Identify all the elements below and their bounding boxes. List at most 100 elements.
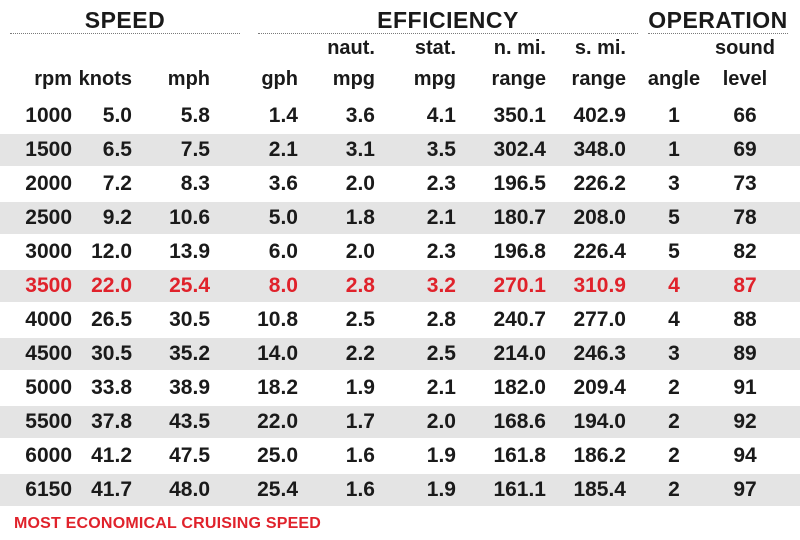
cell-nmi-range: 270.1 [493,274,546,297]
table-row: 3000 12.0 13.9 6.0 2.0 2.3 196.8 226.4 5 82 [0,236,800,268]
cell-knots: 26.5 [91,308,132,331]
cell-gph: 18.2 [257,376,298,399]
cell-knots: 22.0 [91,274,132,297]
cell-stat-mpg: 3.2 [426,274,456,297]
cell-sound: 88 [733,308,757,331]
col-header-nmi-range-line2: range [491,68,546,90]
cell-rpm: 5500 [25,410,72,433]
cell-mph: 47.5 [169,444,210,467]
cell-nmi-range: 196.8 [493,240,546,263]
cell-rpm: 6000 [25,444,72,467]
table-row: 5500 37.8 43.5 22.0 1.7 2.0 168.6 194.0 2 92 [0,406,800,438]
cell-angle: 2 [668,410,680,433]
cell-angle: 1 [668,104,680,127]
cell-mph: 35.2 [169,342,210,365]
cell-angle: 4 [668,274,680,297]
group-title-speed: SPEED [84,7,166,33]
col-header-angle-line2: angle [647,68,701,90]
cell-nmi-range: 240.7 [493,308,546,331]
cell-naut-mpg: 2.8 [345,274,375,297]
cell-nmi-range: 180.7 [493,206,546,229]
group-rule-operation [648,33,788,34]
cell-mph: 30.5 [169,308,210,331]
cell-smi-range: 226.4 [573,240,626,263]
cell-naut-mpg: 2.0 [345,172,375,195]
table-row: 1000 5.0 5.8 1.4 3.6 4.1 350.1 402.9 1 66 [0,100,800,132]
cell-gph: 25.0 [257,444,298,467]
col-header-sound-line2: level [722,68,768,90]
cell-naut-mpg: 3.1 [345,138,375,161]
cell-gph: 2.1 [268,138,298,161]
cell-gph: 1.4 [268,104,298,127]
cell-rpm: 4500 [25,342,72,365]
cell-rpm: 3500 [25,274,72,297]
cell-angle: 1 [668,138,680,161]
cell-mph: 7.5 [180,138,210,161]
cell-smi-range: 208.0 [573,206,626,229]
cell-smi-range: 185.4 [573,478,626,501]
cell-stat-mpg: 2.5 [426,342,456,365]
cell-smi-range: 226.2 [573,172,626,195]
cell-mph: 8.3 [180,172,210,195]
cell-mph: 10.6 [169,206,210,229]
table-row-highlighted: 3500 22.0 25.4 8.0 2.8 3.2 270.1 310.9 4 87 [0,270,800,302]
cell-smi-range: 310.9 [573,274,626,297]
col-header-rpm-line2: rpm [34,68,72,90]
cell-smi-range: 402.9 [573,104,626,127]
cell-knots: 33.8 [91,376,132,399]
col-header-naut-mpg-line1: naut. [327,37,375,59]
cell-knots: 41.2 [91,444,132,467]
cell-sound: 78 [733,206,757,229]
cell-mph: 38.9 [169,376,210,399]
cell-smi-range: 186.2 [573,444,626,467]
cell-gph: 14.0 [257,342,298,365]
cell-rpm: 1500 [25,138,72,161]
cell-nmi-range: 214.0 [493,342,546,365]
cell-stat-mpg: 3.5 [426,138,456,161]
cell-nmi-range: 182.0 [493,376,546,399]
cell-smi-range: 246.3 [573,342,626,365]
cell-gph: 22.0 [257,410,298,433]
group-rule-efficiency [258,33,638,34]
cell-stat-mpg: 2.3 [426,172,456,195]
col-header-stat-mpg-line1: stat. [414,37,456,59]
cell-naut-mpg: 2.2 [345,342,375,365]
performance-table: 1000 5.0 5.8 1.4 3.6 4.1 350.1 402.9 1 66 1500 6.5 7… [0,100,800,508]
cell-naut-mpg: 1.6 [345,444,375,467]
col-header-nmi-range-line1: n. mi. [493,37,546,59]
cell-stat-mpg: 1.9 [426,478,456,501]
cell-angle: 2 [668,444,680,467]
cell-gph: 6.0 [268,240,298,263]
cell-naut-mpg: 2.0 [345,240,375,263]
cell-knots: 37.8 [91,410,132,433]
cell-rpm: 1000 [25,104,72,127]
cell-naut-mpg: 1.9 [345,376,375,399]
col-header-stat-mpg-line2: mpg [413,68,456,90]
cell-gph: 8.0 [268,274,298,297]
group-title-efficiency: EFFICIENCY [377,7,519,33]
col-header-smi-range-line1: s. mi. [574,37,626,59]
cell-mph: 5.8 [180,104,210,127]
col-header-mph-line2: mph [167,68,210,90]
table-row: 6000 41.2 47.5 25.0 1.6 1.9 161.8 186.2 2 94 [0,440,800,472]
cell-naut-mpg: 2.5 [345,308,375,331]
cell-smi-range: 194.0 [573,410,626,433]
cell-angle: 2 [668,376,680,399]
cell-sound: 97 [733,478,757,501]
cell-sound: 91 [733,376,757,399]
cell-smi-range: 277.0 [573,308,626,331]
group-title-operation: OPERATION [648,7,788,33]
cell-rpm: 2500 [25,206,72,229]
table-row: 6150 41.7 48.0 25.4 1.6 1.9 161.1 185.4 2 97 [0,474,800,506]
cell-stat-mpg: 2.1 [426,376,456,399]
cell-stat-mpg: 2.8 [426,308,456,331]
cell-naut-mpg: 1.8 [345,206,375,229]
cell-rpm: 4000 [25,308,72,331]
cell-nmi-range: 168.6 [493,410,546,433]
cell-angle: 5 [668,206,680,229]
cell-mph: 13.9 [169,240,210,263]
col-header-gph-line2: gph [261,68,298,90]
table-row: 1500 6.5 7.5 2.1 3.1 3.5 302.4 348.0 1 69 [0,134,800,166]
cell-angle: 3 [668,342,680,365]
cell-gph: 5.0 [268,206,298,229]
